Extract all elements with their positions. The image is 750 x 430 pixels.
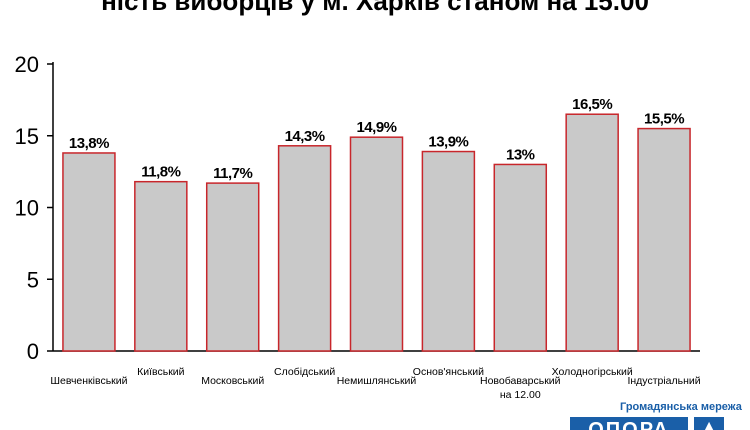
value-label: 11,7% (213, 165, 252, 182)
category-label: Київський (137, 366, 185, 378)
category-label: на 12.00 (500, 389, 541, 401)
value-label: 13,9% (428, 134, 468, 151)
category-label: Основ'янський (413, 366, 484, 378)
bar (62, 152, 116, 352)
value-label: 14,3% (285, 128, 325, 145)
category-label: Індустріальний (627, 375, 700, 387)
y-tick-label: 20 (15, 52, 39, 77)
bar (637, 127, 691, 352)
y-tick-label: 10 (15, 196, 39, 221)
value-label: 14,9% (356, 119, 396, 136)
value-label: 11,8% (141, 164, 180, 181)
triangle-logo-icon: ▲ (694, 417, 724, 430)
chart-title: ність виборців у м. Харків станом на 15.… (101, 0, 649, 16)
branding-logo: ОПОРА (570, 417, 688, 430)
category-label: Новобаварський (480, 375, 561, 387)
category-label: Московський (201, 375, 264, 387)
bar (134, 180, 188, 352)
bar (277, 145, 332, 352)
category-label: Холодногірський (552, 366, 633, 378)
branding-network: Громадянська мережа (620, 401, 742, 413)
value-label: 13% (506, 146, 535, 163)
value-label: 13,8% (69, 135, 109, 152)
category-label: Немишлянський (337, 375, 417, 387)
bar (205, 182, 260, 352)
y-tick-label: 15 (15, 124, 39, 149)
bar (493, 163, 548, 352)
bar (421, 150, 476, 352)
bars-group (62, 113, 691, 352)
value-label: 16,5% (572, 96, 612, 113)
value-labels-group: 13,8% 11,8% 11,7% 14,3% 14,9% 13,9% 13% 16,5% 15… (69, 96, 685, 182)
category-label: Шевченківський (50, 375, 127, 387)
category-label: Слобідський (274, 366, 335, 378)
bar (565, 113, 619, 352)
y-tick-label: 0 (27, 339, 39, 364)
category-labels-group: Шевченківський Київський Московський Слобід… (50, 366, 700, 401)
bar (349, 136, 404, 352)
y-tick-label: 5 (27, 267, 39, 292)
value-label: 15,5% (644, 111, 684, 128)
